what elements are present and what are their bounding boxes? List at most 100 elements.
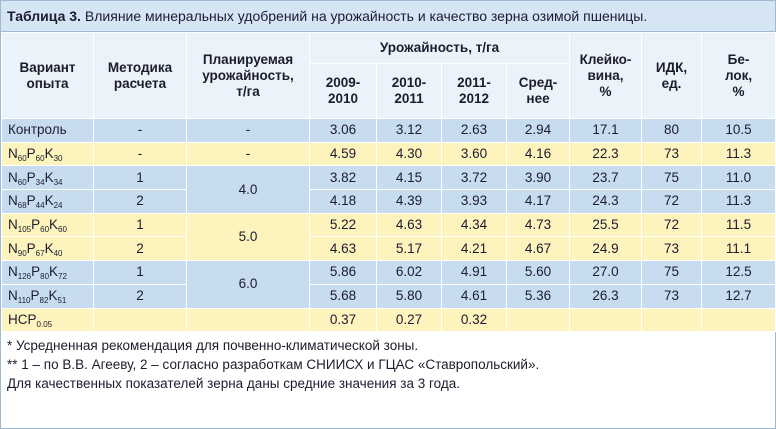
- cell: 11.1: [701, 236, 776, 262]
- cell: 4.73: [505, 212, 571, 238]
- cell: 75: [641, 165, 703, 191]
- subscript: 0.05: [36, 319, 53, 329]
- cell: 4.39: [376, 189, 442, 214]
- cell: 1: [93, 260, 187, 285]
- variant-text: K: [49, 217, 59, 233]
- subscript: 60: [17, 177, 27, 187]
- cell: 3.72: [441, 165, 507, 191]
- cell: 5.86: [309, 260, 377, 285]
- variant-cell: Контроль: [1, 118, 94, 143]
- cell: 25.5: [569, 212, 643, 238]
- cell: 4.18: [309, 189, 377, 214]
- variant-cell: НСР0.05: [1, 307, 94, 333]
- cell: 2.94: [505, 118, 571, 143]
- cell: 24.3: [569, 189, 643, 214]
- footnote: ** 1 – по В.В. Агееву, 2 – согласно разр…: [7, 357, 540, 373]
- header-cell: ИДК, ед.: [641, 32, 703, 119]
- subscript: 60: [35, 154, 45, 164]
- cell: 11.0: [701, 165, 776, 191]
- cell: 5.80: [376, 283, 442, 309]
- subscript: 34: [53, 177, 63, 187]
- variant-text: N: [8, 288, 18, 304]
- cell: 1: [93, 165, 187, 191]
- cell: 4.30: [376, 141, 442, 167]
- header-cell: Урожайность, т/га: [308, 32, 571, 64]
- cell: 4.67: [505, 236, 571, 262]
- table-row: N110P82K51 2 5.68 5.80 4.61 5.36 26.3 73 12.7: [1, 283, 776, 309]
- subscript: 67: [35, 248, 45, 258]
- header-cell: 2011- 2012: [441, 63, 507, 119]
- cell: 11.3: [701, 189, 776, 214]
- footnotes: * Усредненная рекомендация для почвенно-…: [1, 332, 775, 393]
- cell: 72: [641, 189, 703, 214]
- table-row: N126P80K72 1 6.0 5.86 6.02 4.91 5.60 27.0 75 12.5: [1, 260, 776, 309]
- variant-text: P: [26, 146, 36, 162]
- variant-text: НСР: [8, 311, 37, 327]
- subscript: 60: [17, 154, 27, 164]
- cell: 6.0: [186, 260, 310, 309]
- subscript: 68: [17, 201, 27, 211]
- cell: -: [186, 141, 310, 167]
- subscript: 60: [58, 225, 67, 235]
- cell: 0.32: [441, 307, 507, 333]
- cell: 72: [641, 212, 703, 238]
- cell: 4.63: [376, 212, 442, 238]
- subscript: 90: [17, 248, 27, 258]
- variant-text: P: [31, 217, 41, 233]
- header-cell: 2010- 2011: [376, 63, 442, 119]
- cell: 0.27: [376, 307, 442, 333]
- cell: 73: [641, 283, 703, 309]
- cell: 24.9: [569, 236, 643, 262]
- variant-text: K: [44, 193, 54, 209]
- cell: 80: [641, 118, 703, 143]
- cell: 11.3: [701, 141, 776, 167]
- table-row: N60P34K34 1 4.0 3.82 4.15 3.72 3.90 23.7 75 11.0: [1, 165, 776, 214]
- subscript: 34: [35, 177, 45, 187]
- header-cell: Планируемая урожайность, т/га: [186, 32, 310, 119]
- footnote: * Усредненная рекомендация для почвенно-…: [7, 338, 419, 354]
- cell: 4.34: [441, 212, 507, 238]
- subscript: 72: [58, 272, 67, 282]
- cell: 4.91: [441, 260, 507, 285]
- table: Вариант опыта Методика расчета Планируемая…: [1, 32, 776, 333]
- variant-text: P: [30, 288, 40, 304]
- cell: [569, 307, 643, 333]
- cell: 12.5: [701, 260, 776, 285]
- variant-text: N: [8, 146, 18, 162]
- cell: 3.82: [309, 165, 377, 191]
- title-bar: Таблица 3. Влияние минеральных удобрений …: [1, 1, 775, 32]
- subscript: 24: [53, 201, 63, 211]
- variant-cell: N60P34K34: [1, 165, 94, 191]
- variant-text: P: [26, 193, 36, 209]
- cell: 2: [93, 189, 187, 214]
- variant-text: K: [44, 146, 54, 162]
- cell: 5.0: [186, 212, 310, 262]
- variant-cell: N126P80K72: [1, 260, 94, 285]
- header-row: Вариант опыта Методика расчета Планируемая…: [1, 32, 776, 119]
- cell: 4.59: [309, 141, 377, 167]
- subscript: 80: [40, 272, 50, 282]
- cell: 26.3: [569, 283, 643, 309]
- cell: 1: [93, 212, 187, 238]
- cell: -: [93, 118, 187, 143]
- cell: 17.1: [569, 118, 643, 143]
- variant-text: P: [26, 169, 36, 185]
- table-row: N68P44K24 2 4.18 4.39 3.93 4.17 24.3 72 11.3: [1, 189, 776, 214]
- variant-text: Контроль: [8, 122, 67, 138]
- cell: [93, 307, 187, 333]
- cell: 27.0: [569, 260, 643, 285]
- variant-text: N: [8, 169, 18, 185]
- variant-text: N: [8, 193, 18, 209]
- cell: 4.0: [186, 165, 310, 214]
- subscript: 51: [57, 296, 67, 306]
- cell: 10.5: [701, 118, 776, 143]
- cell: 22.3: [569, 141, 643, 167]
- footnote: Для качественных показателей зерна даны …: [7, 376, 460, 392]
- subscript: 40: [53, 248, 63, 258]
- cell: 3.06: [309, 118, 377, 143]
- table-row: НСР0.05 0.37 0.27 0.32: [1, 307, 776, 333]
- cell: 73: [641, 236, 703, 262]
- cell: 4.17: [505, 189, 571, 214]
- variant-cell: N68P44K24: [1, 189, 94, 214]
- cell: 5.68: [309, 283, 377, 309]
